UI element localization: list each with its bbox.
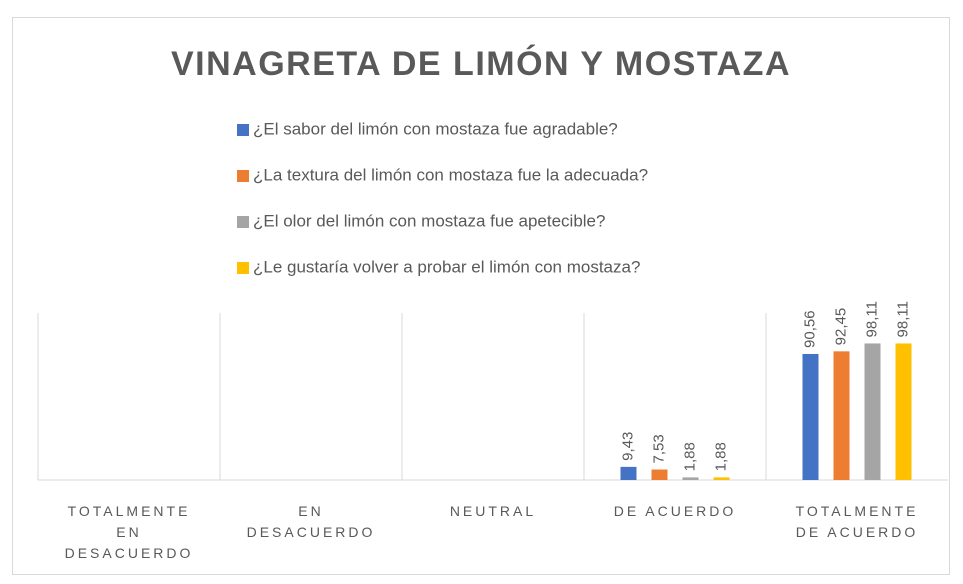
bar	[833, 351, 850, 480]
x-tick-label: EN DESACUERDO	[246, 503, 376, 540]
data-label: 98,11	[894, 301, 911, 337]
legend-label: ¿Le gustaría volver a probar el limón co…	[253, 257, 640, 276]
data-label: 7,53	[650, 434, 667, 463]
data-label: 1,88	[681, 442, 698, 471]
x-tick-label: TOTALMENTE DE ACUERDO	[795, 503, 919, 540]
data-label: 9,43	[619, 432, 636, 461]
bar	[713, 477, 730, 480]
bar	[802, 353, 819, 480]
data-label: 92,45	[832, 308, 849, 346]
data-label: 98,11	[863, 301, 880, 337]
x-tick-label: DE ACUERDO	[613, 503, 737, 519]
legend-label: ¿La textura del limón con mostaza fue la…	[253, 165, 648, 184]
legend-swatch	[237, 170, 249, 182]
legend-label: ¿El sabor del limón con mostaza fue agra…	[253, 119, 618, 138]
legend-label: ¿El olor del limón con mostaza fue apete…	[253, 211, 605, 230]
legend-swatch	[237, 216, 249, 228]
legend-swatch	[237, 124, 249, 136]
data-label: 1,88	[712, 442, 729, 471]
legend-swatch	[237, 262, 249, 274]
chart-title: VINAGRETA DE LIMÓN Y MOSTAZA	[171, 45, 791, 83]
bar	[864, 343, 881, 480]
bar	[620, 466, 637, 480]
x-tick-label: TOTALMENTE EN DESACUERDO	[64, 503, 194, 561]
data-label: 90,56	[801, 310, 818, 348]
x-tick-label: NEUTRAL	[449, 503, 537, 519]
bar	[682, 477, 699, 480]
bar	[895, 343, 912, 480]
chart-border	[12, 17, 950, 575]
bar	[651, 469, 668, 480]
